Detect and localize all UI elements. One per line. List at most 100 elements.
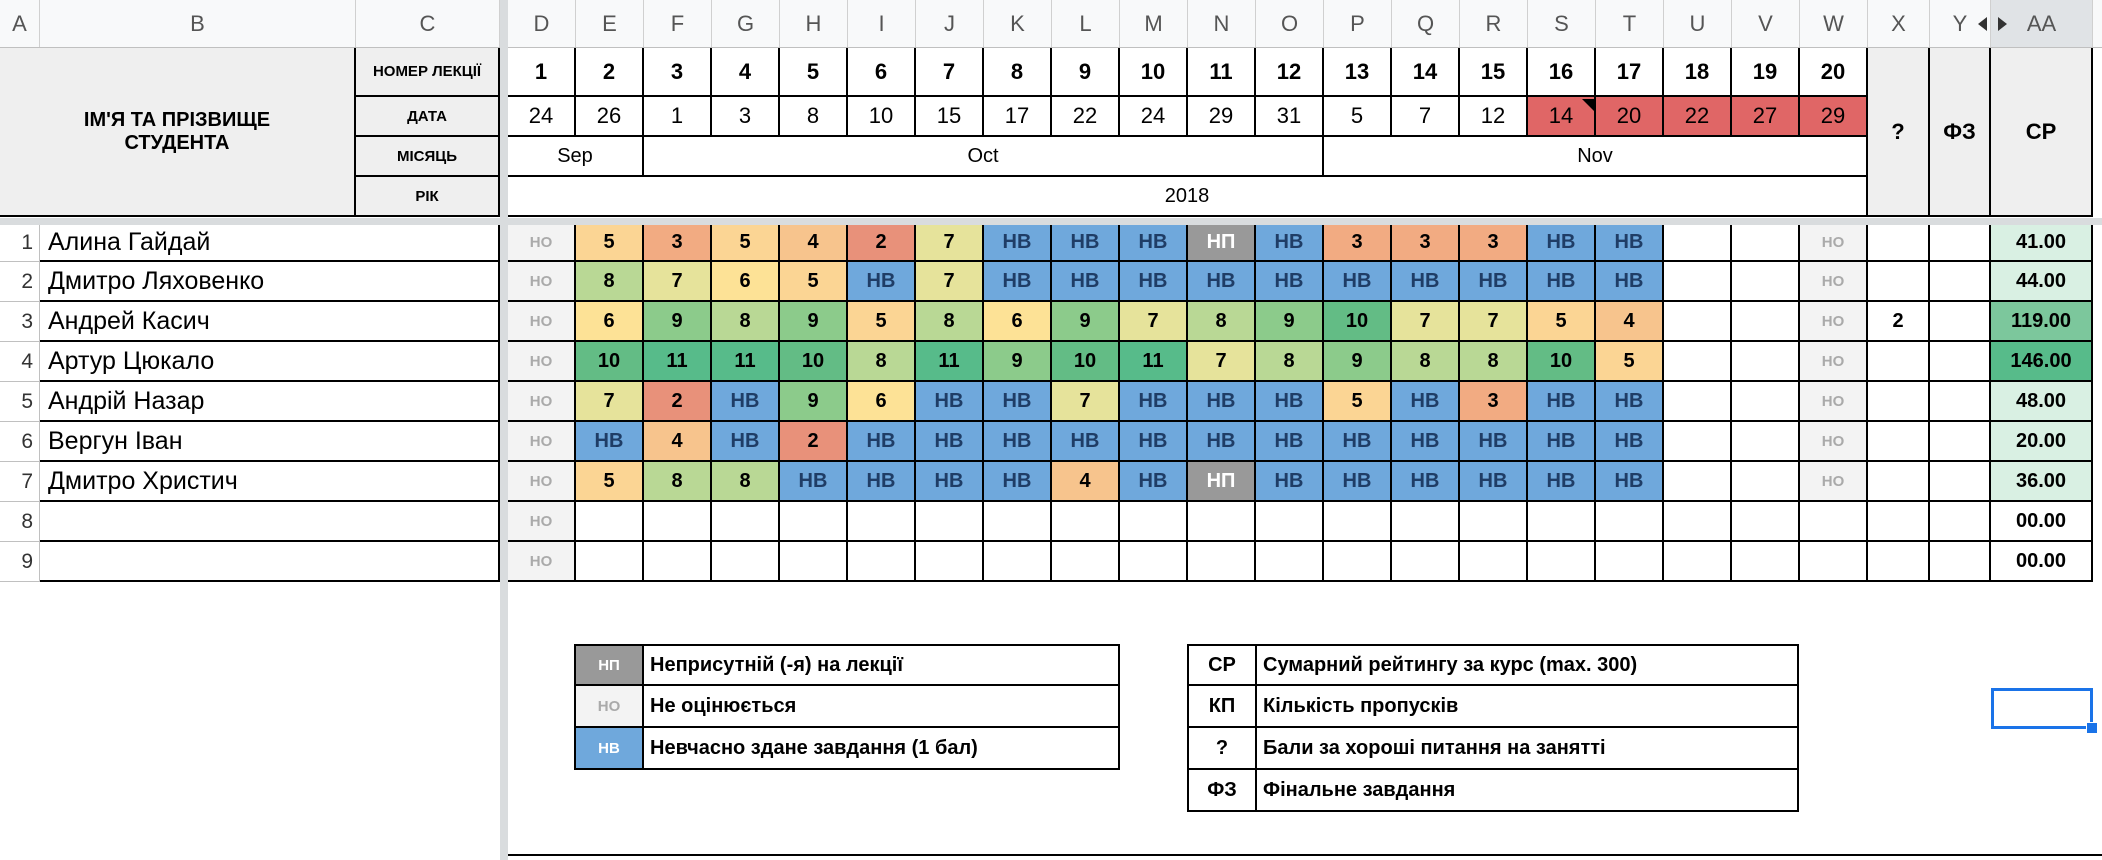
grade-cell[interactable]: НВ — [1188, 422, 1256, 462]
column-header-w[interactable]: W — [1800, 0, 1868, 47]
grade-cell[interactable] — [984, 542, 1052, 582]
grade-cell[interactable] — [780, 502, 848, 542]
grade-cell[interactable]: 7 — [916, 225, 984, 262]
total-rating-cell[interactable]: 44.00 — [1991, 262, 2093, 302]
row-number[interactable]: 1 — [0, 225, 40, 262]
row-number[interactable]: 9 — [0, 542, 40, 582]
grade-cell[interactable]: 9 — [1256, 302, 1324, 342]
grade-cell[interactable]: 6 — [576, 302, 644, 342]
question-points-cell[interactable] — [1868, 225, 1930, 262]
grade-cell[interactable] — [1732, 542, 1800, 582]
grade-cell[interactable]: 9 — [780, 302, 848, 342]
grade-cell[interactable] — [712, 502, 780, 542]
question-points-cell[interactable] — [1868, 262, 1930, 302]
question-points-cell[interactable] — [1868, 422, 1930, 462]
grade-cell[interactable]: 6 — [848, 382, 916, 422]
column-header-f[interactable]: F — [644, 0, 712, 47]
grade-cell[interactable] — [1664, 225, 1732, 262]
column-header-t[interactable]: T — [1596, 0, 1664, 47]
row-number[interactable]: 3 — [0, 302, 40, 342]
grade-cell[interactable]: 3 — [1460, 225, 1528, 262]
grade-cell[interactable] — [1664, 382, 1732, 422]
grade-cell[interactable] — [916, 542, 984, 582]
grade-cell[interactable]: 10 — [1052, 342, 1120, 382]
grade-cell[interactable]: 7 — [916, 262, 984, 302]
grade-cell[interactable] — [1732, 502, 1800, 542]
column-header-q[interactable]: Q — [1392, 0, 1460, 47]
grade-cell[interactable] — [1664, 262, 1732, 302]
column-header-g[interactable]: G — [712, 0, 780, 47]
frozen-column-divider[interactable] — [500, 0, 508, 860]
not-graded-cell[interactable]: НО — [508, 302, 576, 342]
column-header-i[interactable]: I — [848, 0, 916, 47]
grade-cell[interactable]: 8 — [1188, 302, 1256, 342]
grade-cell[interactable]: 3 — [644, 225, 712, 262]
grade-cell[interactable]: НВ — [1596, 262, 1664, 302]
column-header-k[interactable]: K — [984, 0, 1052, 47]
grade-cell[interactable]: 6 — [984, 302, 1052, 342]
question-points-cell[interactable]: 2 — [1868, 302, 1930, 342]
grade-cell[interactable]: НВ — [1528, 462, 1596, 502]
grade-cell[interactable]: 4 — [644, 422, 712, 462]
grade-cell[interactable]: НВ — [1596, 422, 1664, 462]
final-task-cell[interactable] — [1930, 502, 1991, 542]
grade-cell[interactable]: НО — [1800, 382, 1868, 422]
grade-cell[interactable]: 7 — [1460, 302, 1528, 342]
grade-cell[interactable]: 4 — [780, 225, 848, 262]
grade-cell[interactable]: НВ — [1528, 382, 1596, 422]
student-name[interactable]: Дмитро Христич — [40, 462, 500, 502]
grade-cell[interactable]: НВ — [1120, 462, 1188, 502]
grade-cell[interactable] — [712, 542, 780, 582]
column-header-d[interactable]: D — [508, 0, 576, 47]
not-graded-cell[interactable]: НО — [508, 225, 576, 262]
grade-cell[interactable]: НВ — [1596, 382, 1664, 422]
column-header-aa[interactable]: AA — [1991, 0, 2093, 47]
grade-cell[interactable]: 10 — [576, 342, 644, 382]
column-header-p[interactable]: P — [1324, 0, 1392, 47]
fill-handle[interactable] — [2086, 722, 2098, 734]
grade-cell[interactable]: НВ — [1256, 382, 1324, 422]
grade-cell[interactable]: 8 — [644, 462, 712, 502]
grade-cell[interactable]: 9 — [1052, 302, 1120, 342]
total-rating-cell[interactable]: 00.00 — [1991, 502, 2093, 542]
grade-cell[interactable]: НВ — [1120, 382, 1188, 422]
grade-cell[interactable]: 7 — [1392, 302, 1460, 342]
frozen-row-divider[interactable] — [0, 218, 2102, 225]
grade-cell[interactable]: НВ — [1120, 225, 1188, 262]
student-name[interactable]: Артур Цюкало — [40, 342, 500, 382]
grade-cell[interactable] — [1732, 342, 1800, 382]
grade-cell[interactable]: 8 — [1392, 342, 1460, 382]
grade-cell[interactable]: НВ — [984, 225, 1052, 262]
grade-cell[interactable]: 9 — [644, 302, 712, 342]
grade-cell[interactable]: НВ — [984, 462, 1052, 502]
grade-cell[interactable]: НВ — [1120, 262, 1188, 302]
student-name[interactable]: Андрій Назар — [40, 382, 500, 422]
grade-cell[interactable]: НВ — [1188, 382, 1256, 422]
grade-cell[interactable] — [1256, 502, 1324, 542]
grade-cell[interactable] — [1188, 502, 1256, 542]
grade-cell[interactable]: НВ — [848, 462, 916, 502]
grade-cell[interactable] — [1392, 502, 1460, 542]
grade-cell[interactable]: НВ — [1528, 225, 1596, 262]
grade-cell[interactable]: НВ — [1596, 225, 1664, 262]
grade-cell[interactable]: НВ — [1256, 262, 1324, 302]
grade-cell[interactable]: НВ — [848, 422, 916, 462]
grade-cell[interactable]: НВ — [916, 462, 984, 502]
column-header-o[interactable]: O — [1256, 0, 1324, 47]
final-task-cell[interactable] — [1930, 302, 1991, 342]
column-header-l[interactable]: L — [1052, 0, 1120, 47]
grade-cell[interactable]: НВ — [984, 382, 1052, 422]
grade-cell[interactable]: НВ — [1256, 422, 1324, 462]
grade-cell[interactable] — [1800, 502, 1868, 542]
grade-cell[interactable] — [1664, 302, 1732, 342]
grade-cell[interactable]: НВ — [1596, 462, 1664, 502]
selected-cell-outline[interactable] — [1991, 688, 2093, 729]
grade-cell[interactable]: 5 — [780, 262, 848, 302]
grade-cell[interactable]: НО — [1800, 342, 1868, 382]
grade-cell[interactable]: НВ — [916, 382, 984, 422]
grade-cell[interactable]: НВ — [576, 422, 644, 462]
not-graded-cell[interactable]: НО — [508, 262, 576, 302]
final-task-cell[interactable] — [1930, 262, 1991, 302]
grade-cell[interactable]: НВ — [1528, 422, 1596, 462]
student-name[interactable] — [40, 542, 500, 582]
